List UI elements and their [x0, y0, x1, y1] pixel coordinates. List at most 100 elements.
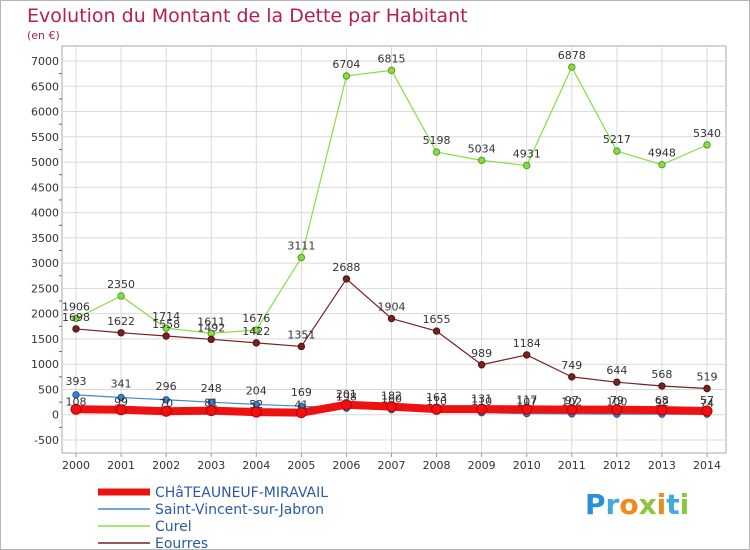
x-tick-label: 2004	[242, 459, 270, 472]
data-point	[387, 314, 396, 323]
data-label: 1676	[242, 312, 270, 325]
data-point	[611, 404, 623, 416]
data-label: 100	[606, 396, 627, 409]
data-point	[523, 161, 531, 170]
data-label: 749	[561, 359, 582, 372]
data-label: 3111	[287, 240, 315, 253]
data-label: 41	[294, 399, 308, 412]
data-label: 6704	[332, 58, 360, 71]
data-point	[658, 160, 666, 169]
data-label: 5198	[423, 134, 451, 147]
y-tick-label: 4000	[31, 207, 59, 220]
data-point	[252, 339, 260, 347]
data-label: 110	[426, 395, 447, 408]
data-label: 1904	[378, 301, 406, 314]
data-label: 1351	[287, 328, 315, 341]
data-label: 79	[610, 394, 624, 407]
data-point	[701, 405, 713, 417]
data-point	[703, 384, 711, 393]
data-label: 99	[114, 396, 128, 409]
data-point	[297, 342, 306, 351]
y-tick-label: 4500	[31, 181, 59, 194]
data-label: 1906	[62, 300, 90, 313]
data-label: 160	[381, 393, 402, 406]
data-label: 1422	[242, 325, 270, 338]
data-label: 1622	[107, 315, 135, 328]
data-label: 108	[66, 395, 87, 408]
data-point	[432, 327, 441, 335]
data-point	[162, 332, 170, 340]
x-tick-label: 2010	[513, 459, 541, 472]
data-label: 1714	[152, 310, 180, 323]
data-label: 644	[606, 364, 627, 377]
x-tick-label: 2009	[468, 459, 496, 472]
x-tick-label: 2000	[62, 459, 90, 472]
data-label: 110	[471, 395, 492, 408]
y-tick-label: 0	[52, 409, 59, 422]
data-label: 117	[516, 394, 537, 407]
x-tick-label: 2008	[423, 459, 451, 472]
data-label: 393	[66, 375, 87, 388]
data-point	[613, 378, 621, 386]
data-label: 1184	[513, 337, 541, 350]
data-label: 131	[471, 393, 492, 406]
legend-label: CHâTEAUNEUF-MIRAVAIL	[155, 485, 328, 501]
data-point	[117, 292, 125, 300]
data-label: 341	[111, 378, 132, 391]
x-tick-label: 2012	[603, 459, 631, 472]
data-point	[523, 351, 531, 359]
data-label: 68	[655, 394, 669, 407]
data-label: 1611	[197, 315, 225, 328]
data-label: 52	[249, 398, 263, 411]
data-point	[342, 275, 351, 283]
y-tick-label: 6500	[31, 80, 59, 93]
data-label: 97	[565, 394, 579, 407]
data-point	[431, 403, 443, 415]
data-label: 6878	[558, 49, 586, 62]
data-label: 248	[201, 382, 222, 395]
proxiti-logo: Proxiti	[585, 488, 690, 521]
data-point	[117, 393, 125, 402]
data-point	[207, 335, 215, 344]
data-label: 1655	[423, 313, 451, 326]
data-point	[117, 329, 125, 337]
x-tick-label: 2007	[378, 459, 406, 472]
legend-label: Saint-Vincent-sur-Jabron	[155, 502, 324, 518]
data-label: 107	[516, 395, 537, 408]
legend-label: Curel	[155, 519, 192, 535]
data-point	[250, 406, 262, 418]
data-label: 1558	[152, 318, 180, 331]
x-tick-label: 2011	[558, 459, 586, 472]
y-tick-label: 5000	[31, 156, 59, 169]
data-point	[568, 63, 576, 71]
data-label: 169	[291, 386, 312, 399]
legend-label: Eourres	[155, 536, 208, 550]
data-point	[342, 72, 351, 80]
data-point	[613, 147, 621, 155]
data-label: 201	[336, 388, 357, 401]
data-point	[521, 403, 533, 415]
data-point	[340, 399, 352, 411]
data-label: 2350	[107, 278, 135, 291]
y-tick-label: 500	[38, 383, 59, 396]
data-point	[160, 405, 172, 417]
data-label: 4931	[513, 148, 541, 161]
data-label: 989	[471, 347, 492, 360]
x-tick-label: 2001	[107, 459, 135, 472]
data-label: 5217	[603, 133, 631, 146]
data-label: 568	[651, 368, 672, 381]
x-tick-label: 2013	[648, 459, 676, 472]
data-label: 5340	[693, 127, 721, 140]
data-label: 198	[336, 391, 357, 404]
data-label: 92	[655, 396, 669, 409]
data-point	[566, 404, 578, 416]
y-tick-label: 3000	[31, 257, 59, 270]
data-label: 182	[381, 390, 402, 403]
y-tick-label: 7000	[31, 55, 59, 68]
data-point	[162, 324, 170, 332]
data-point	[72, 325, 80, 333]
data-point	[252, 326, 260, 334]
x-tick-label: 2006	[332, 459, 360, 472]
data-label: 296	[156, 380, 177, 393]
data-label: 6815	[378, 52, 406, 65]
